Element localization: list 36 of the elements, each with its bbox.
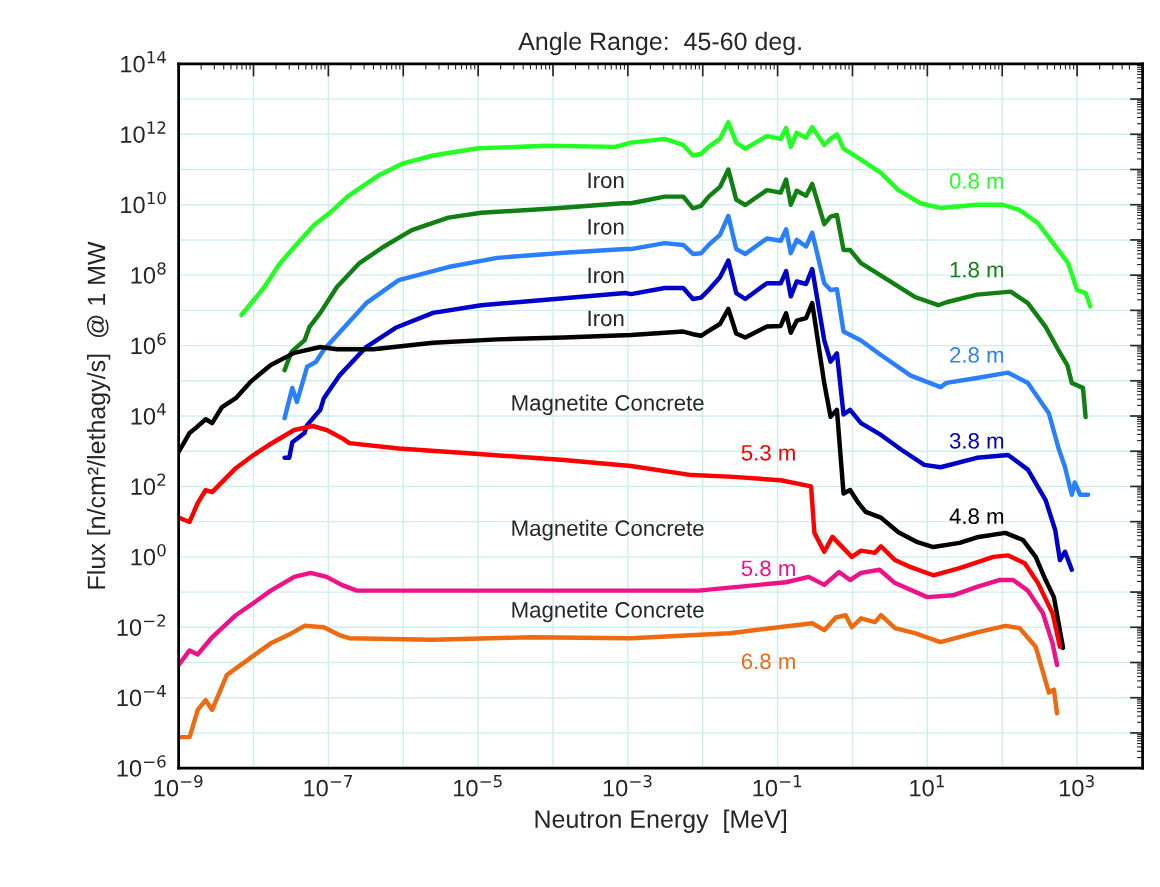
series-label: 3.8 m [949,432,1004,449]
y-tick-label: 10$^{12}$ [121,121,166,143]
annotation: Magnetite Concrete [512,394,704,416]
y-tick-label: 10$^{14}$ [121,51,166,73]
series-label: 0.8 m [949,173,1004,189]
annotation: Iron [588,267,624,284]
x-tick-label: 10$^{−1}$ [753,775,802,797]
annotation: Iron [588,172,624,189]
series-label: 5.3 m [741,444,795,461]
y-tick-label: 10$^{−4}$ [117,685,166,707]
x-tick-label: 10$^{1}$ [910,775,944,797]
y-tick-label: 10$^{10}$ [121,191,166,214]
chart-title: Angle Range: 45-60 deg. [518,31,801,56]
series-label: 5.8 m [741,560,795,577]
y-tick-label: 10$^{0}$ [131,543,166,566]
annotation: Iron [588,310,624,327]
y-tick-label: 10$^{2}$ [131,473,166,496]
annotation: Magnetite Concrete [512,519,704,541]
y-tick-label: 10$^{6}$ [131,332,166,355]
x-tick-label: 10$^{−5}$ [454,775,502,797]
x-tick-label: 10$^{−9}$ [154,774,203,797]
annotation: Iron [588,219,624,235]
x-tick-label: 10$^{−7}$ [304,775,352,797]
series-label: 2.8 m [950,347,1004,363]
series-label: 6.8 m [741,653,795,670]
x-tick-label: 10$^{−3}$ [603,774,652,797]
y-tick-label: 10$^{8}$ [131,262,166,284]
y-tick-label: 10$^{−2}$ [117,614,166,636]
y-tick-label: 10$^{4}$ [131,403,166,425]
annotation: Magnetite Concrete [512,601,704,623]
x-tick-label: 10$^{3}$ [1060,774,1094,797]
x-axis-title: Neutron Energy [MeV] [535,809,786,833]
y-axis-title: Flux [n/cm²/lethagy/s] @ 1 MW [86,241,111,589]
y-tick-label: 10$^{−6}$ [117,755,166,777]
series-label: 1.8 m [950,261,1004,278]
series-label: 4.8 m [949,508,1004,525]
